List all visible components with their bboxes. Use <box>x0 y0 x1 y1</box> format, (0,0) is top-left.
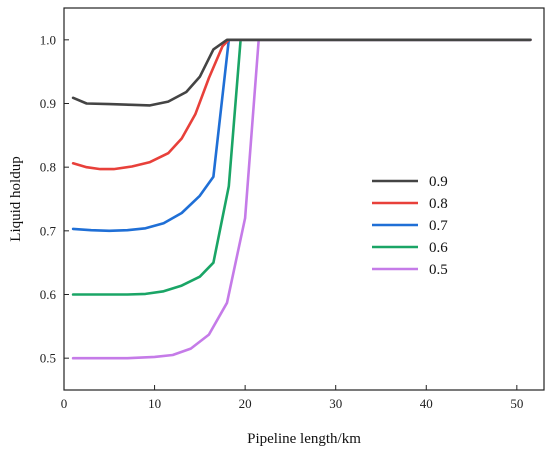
y-tick-label: 0.5 <box>40 351 56 366</box>
series-line-0.7 <box>71 38 532 233</box>
x-tick-label: 50 <box>510 396 523 411</box>
x-tick-label: 20 <box>239 396 252 411</box>
y-tick-label: 0.6 <box>40 287 57 302</box>
series-line-0.5 <box>71 38 532 360</box>
legend: 0.9 0.8 0.7 0.6 0.5 <box>372 174 448 278</box>
x-tick-label: 30 <box>329 396 342 411</box>
x-tick-label: 10 <box>148 396 161 411</box>
plot-frame <box>63 7 545 391</box>
y-tick-label: 0.8 <box>40 160 56 175</box>
x-tick-label: 0 <box>61 396 68 411</box>
y-axis-title: Liquid holdup <box>8 156 24 241</box>
y-axis: 0.5 0.6 0.7 0.8 0.9 1.0 <box>40 32 69 366</box>
y-tick-label: 0.9 <box>40 96 56 111</box>
legend-label: 0.6 <box>429 240 448 256</box>
legend-label: 0.7 <box>429 218 448 234</box>
y-tick-label: 1.0 <box>40 32 56 47</box>
series-line-0.6 <box>71 38 532 296</box>
series-line-0.9 <box>71 38 532 107</box>
legend-label: 0.9 <box>429 174 448 190</box>
y-tick-label: 0.7 <box>40 223 57 238</box>
legend-label: 0.5 <box>429 262 448 278</box>
x-axis-title: Pipeline length/km <box>247 431 361 447</box>
plot-lines <box>71 38 532 360</box>
x-tick-label: 40 <box>420 396 433 411</box>
x-axis: 0 10 20 30 40 50 <box>61 385 523 411</box>
legend-label: 0.8 <box>429 196 448 212</box>
